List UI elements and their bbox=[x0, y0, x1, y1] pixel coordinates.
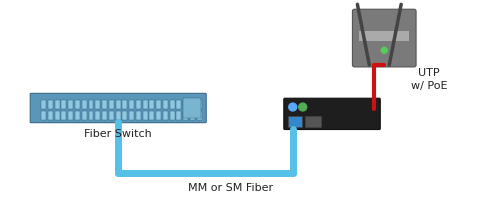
Bar bbox=[48, 111, 53, 120]
Bar bbox=[176, 111, 182, 120]
Bar bbox=[116, 100, 120, 109]
Bar bbox=[68, 100, 73, 109]
Bar bbox=[82, 100, 86, 109]
Bar bbox=[54, 111, 60, 120]
Bar bbox=[41, 111, 46, 120]
Bar bbox=[150, 111, 154, 120]
Bar bbox=[96, 111, 100, 120]
FancyBboxPatch shape bbox=[284, 98, 380, 129]
Bar bbox=[156, 100, 161, 109]
Circle shape bbox=[382, 47, 387, 53]
Bar bbox=[183, 111, 188, 120]
Bar bbox=[75, 111, 80, 120]
Bar bbox=[129, 100, 134, 109]
Bar bbox=[190, 100, 195, 109]
FancyBboxPatch shape bbox=[30, 93, 206, 123]
Bar bbox=[304, 116, 320, 127]
Bar bbox=[116, 111, 120, 120]
Bar bbox=[190, 111, 195, 120]
Bar bbox=[136, 111, 141, 120]
Bar bbox=[109, 111, 114, 120]
Text: UTP
w/ PoE: UTP w/ PoE bbox=[411, 68, 448, 91]
Bar bbox=[82, 111, 86, 120]
Bar bbox=[102, 100, 107, 109]
Text: Fiber Switch: Fiber Switch bbox=[84, 129, 152, 138]
Bar bbox=[109, 100, 114, 109]
Bar bbox=[176, 100, 182, 109]
Bar bbox=[170, 111, 174, 120]
Circle shape bbox=[298, 103, 306, 111]
Bar bbox=[129, 111, 134, 120]
Bar bbox=[163, 100, 168, 109]
Bar bbox=[150, 100, 154, 109]
Bar bbox=[288, 116, 302, 127]
Bar bbox=[62, 100, 66, 109]
Bar bbox=[68, 111, 73, 120]
Bar bbox=[360, 31, 409, 41]
Bar bbox=[170, 100, 174, 109]
Bar bbox=[142, 111, 148, 120]
Bar bbox=[196, 111, 202, 120]
Bar bbox=[102, 111, 107, 120]
FancyBboxPatch shape bbox=[352, 9, 416, 67]
Bar bbox=[96, 100, 100, 109]
Bar bbox=[75, 100, 80, 109]
Circle shape bbox=[289, 103, 296, 111]
Bar bbox=[122, 111, 128, 120]
Bar bbox=[62, 111, 66, 120]
Bar bbox=[48, 100, 53, 109]
Bar bbox=[156, 111, 161, 120]
Bar bbox=[136, 100, 141, 109]
Bar bbox=[142, 100, 148, 109]
Bar bbox=[54, 100, 60, 109]
Bar bbox=[41, 100, 46, 109]
Bar bbox=[163, 111, 168, 120]
Bar bbox=[88, 111, 94, 120]
Bar bbox=[183, 100, 188, 109]
Bar bbox=[196, 100, 202, 109]
Bar bbox=[88, 100, 94, 109]
Text: MM or SM Fiber: MM or SM Fiber bbox=[188, 183, 272, 193]
Bar bbox=[122, 100, 128, 109]
Bar bbox=[184, 98, 202, 118]
